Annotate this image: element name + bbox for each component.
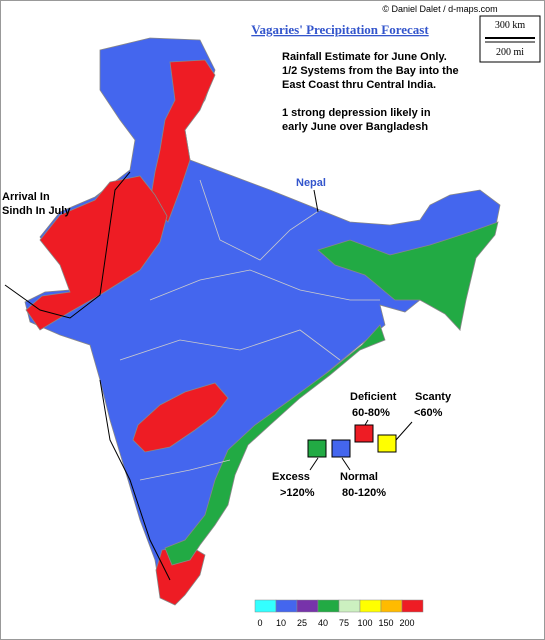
title: Vagaries' Precipitation Forecast [251, 22, 429, 37]
legend-name: Excess [272, 471, 310, 483]
state-border [149, 269, 380, 301]
scale-label: 25 [297, 618, 307, 628]
state-border [119, 329, 341, 361]
northeast-green [317, 221, 499, 331]
scale-swatch [275, 599, 298, 613]
legend-name: Deficient [350, 391, 397, 403]
scale-mi: 200 mi [496, 47, 524, 58]
scale-label: 0 [257, 618, 262, 628]
central-red [132, 382, 229, 453]
scale-swatch [338, 599, 361, 613]
annotation: Nepal [296, 177, 326, 189]
legend-swatch [307, 439, 327, 458]
scale-swatch [359, 599, 382, 613]
note: East Coast thru Central India. [282, 79, 436, 91]
note: Rainfall Estimate for June Only. [282, 51, 447, 63]
legend-range: >120% [280, 487, 315, 499]
scale-swatch [296, 599, 319, 613]
pointer [364, 419, 369, 426]
legend-swatch [354, 424, 374, 443]
scale-km: 300 km [495, 20, 526, 31]
credit: © Daniel Dalet / d-maps.com [382, 4, 497, 14]
note: 1 strong depression likely in [282, 107, 431, 119]
pointer [341, 457, 351, 471]
annotation: Arrival In [2, 191, 50, 203]
river [4, 171, 131, 319]
annotation: Sindh In July [2, 205, 71, 217]
scale-label: 150 [378, 618, 393, 628]
scale-label: 40 [318, 618, 328, 628]
scale-swatch [254, 599, 277, 613]
pointer [395, 421, 413, 441]
legend-name: Scanty [415, 391, 452, 403]
scale-swatch [380, 599, 403, 613]
pointer [313, 189, 319, 213]
pointer [309, 457, 319, 471]
scale-label: 10 [276, 618, 286, 628]
note: 1/2 Systems from the Bay into the [282, 65, 459, 77]
state-border [199, 179, 321, 261]
scale-swatch [401, 599, 424, 613]
coast-line [99, 379, 171, 581]
legend-name: Normal [340, 471, 378, 483]
legend-range: <60% [414, 407, 443, 419]
scale-label: 200 [399, 618, 414, 628]
legend-swatch [331, 439, 351, 458]
note: early June over Bangladesh [282, 121, 428, 133]
scale-swatch [317, 599, 340, 613]
scale-label: 100 [357, 618, 372, 628]
west-red [25, 175, 168, 331]
north-red [149, 59, 216, 223]
scale-label: 75 [339, 618, 349, 628]
legend-swatch [377, 434, 397, 453]
legend-range: 60-80% [352, 407, 390, 419]
state-border [139, 459, 231, 481]
east-coast-green [164, 324, 386, 566]
legend-range: 80-120% [342, 487, 386, 499]
